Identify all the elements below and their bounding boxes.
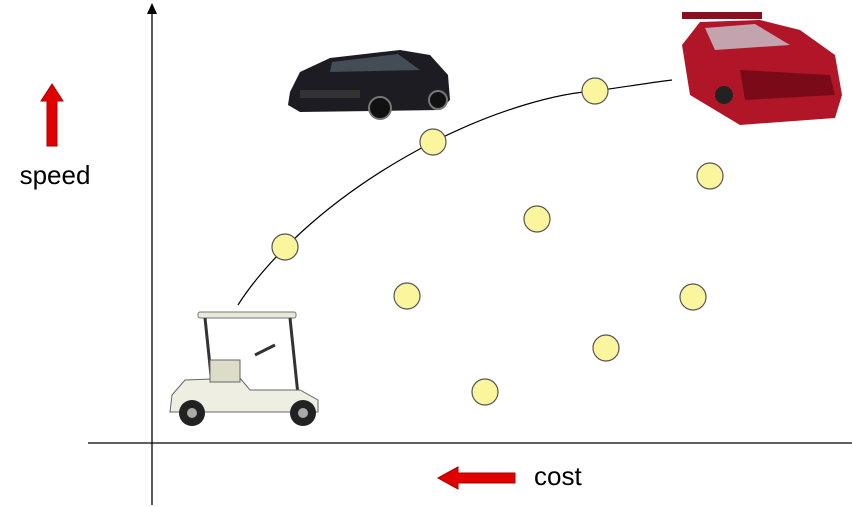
sedan-image bbox=[288, 50, 450, 120]
point bbox=[523, 205, 551, 233]
y-axis-label: speed bbox=[20, 160, 91, 190]
point bbox=[581, 77, 609, 105]
frontier-curve bbox=[237, 79, 673, 306]
point bbox=[393, 282, 421, 310]
point bbox=[471, 378, 499, 406]
golf-cart-image bbox=[169, 311, 319, 426]
cost-arrow bbox=[436, 466, 516, 490]
points bbox=[271, 77, 724, 406]
y-axis-arrowhead bbox=[147, 3, 157, 14]
point bbox=[419, 128, 447, 156]
point bbox=[271, 233, 299, 261]
speed-arrow bbox=[40, 83, 64, 147]
x-axis-label: cost bbox=[534, 461, 582, 491]
point bbox=[696, 162, 724, 190]
point bbox=[592, 334, 620, 362]
point bbox=[679, 283, 707, 311]
sports-car-image bbox=[682, 12, 842, 125]
